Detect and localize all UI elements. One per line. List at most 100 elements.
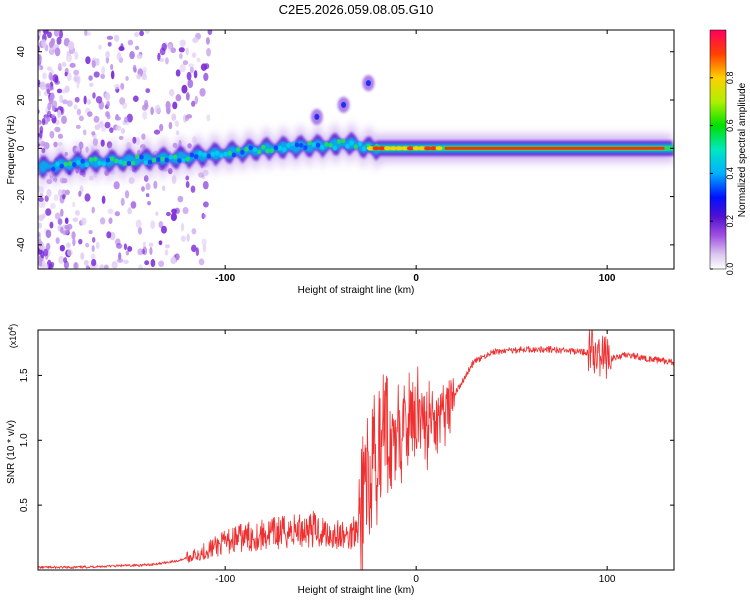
spectrogram-feature bbox=[314, 113, 320, 120]
spectrogram-x-tick-label: -100 bbox=[215, 273, 235, 284]
spectrogram-ridge-knot bbox=[362, 146, 367, 152]
spectrogram-noise-blob bbox=[189, 66, 194, 74]
spectrogram-noise-blob bbox=[83, 259, 89, 266]
spectrogram-noise-blob bbox=[74, 96, 80, 103]
spectrogram-noise-blob bbox=[90, 253, 96, 260]
spectrogram-noise-blob bbox=[88, 75, 93, 81]
spectrogram-noise-blob bbox=[111, 261, 118, 269]
spectrogram-ridge-peak bbox=[444, 146, 665, 150]
spectrogram-ridge-peak-segment bbox=[401, 146, 409, 151]
spectrogram-noise-blob bbox=[181, 84, 188, 94]
spectrogram-noise-blob bbox=[51, 105, 56, 112]
spectrogram-noise-blob bbox=[179, 39, 186, 47]
spectrogram-noise-blob bbox=[80, 252, 85, 260]
spectrogram-ridge-knot bbox=[143, 160, 148, 166]
spectrogram-noise-blob bbox=[161, 185, 166, 191]
spectrogram-noise-blob bbox=[116, 51, 122, 61]
spectrogram-ridge-knot bbox=[177, 158, 182, 163]
spectrogram-noise-blob bbox=[137, 226, 143, 235]
spectrogram-ridge-peak-segment bbox=[406, 146, 414, 151]
spectrogram-noise-blob bbox=[82, 129, 87, 136]
spectrogram-noise-blob bbox=[141, 104, 147, 111]
spectrogram-ridge-knot bbox=[294, 142, 300, 148]
snr-y-tick-label: 1.5 bbox=[19, 368, 30, 382]
spectrogram-noise-blob bbox=[91, 60, 96, 69]
spectrogram-noise-blob bbox=[144, 30, 150, 34]
spectrogram-ridge-knot bbox=[332, 145, 337, 151]
spectrogram-noise-blob bbox=[136, 53, 143, 60]
spectrogram-noise-blob bbox=[178, 47, 185, 53]
spectrogram-ridge-knot bbox=[223, 151, 228, 157]
spectrogram-noise-blob bbox=[141, 186, 145, 192]
spectrogram-noise-blob bbox=[179, 53, 183, 60]
spectrogram-noise-blob bbox=[170, 256, 177, 265]
spectrogram-ridge-knot bbox=[189, 152, 195, 158]
spectrogram-panel: 40 20 0 -20 -40 -100 0 100 Height of straight … bbox=[6, 29, 675, 296]
spectrogram-noise-blob bbox=[106, 231, 112, 239]
spectrogram-noise-blob bbox=[106, 100, 111, 108]
spectrogram-noise-blob bbox=[201, 238, 207, 246]
spectrogram-noise-blob bbox=[78, 115, 84, 122]
spectrogram-noise-blob bbox=[105, 111, 110, 118]
spectrogram-ridge-peak-segment bbox=[429, 146, 437, 151]
spectrogram-noise-blob bbox=[134, 32, 140, 38]
spectrogram-ridge-peak-segment bbox=[412, 146, 420, 151]
spectrogram-noise-blob bbox=[139, 30, 144, 37]
spectrogram-noise-blob bbox=[203, 72, 209, 82]
spectrogram-noise-blob bbox=[118, 135, 124, 140]
spectrogram-noise-blob bbox=[100, 139, 105, 147]
spectrogram-noise-blob bbox=[175, 254, 180, 261]
spectrogram-noise-blob bbox=[199, 87, 206, 97]
spectrogram-noise-blob bbox=[92, 92, 96, 99]
spectrogram-noise-blob bbox=[54, 212, 61, 220]
spectrogram-noise-blob bbox=[45, 229, 52, 239]
spectrogram-noise-blob bbox=[85, 242, 90, 248]
spectrogram-noise-blob bbox=[202, 201, 209, 208]
spectrogram-noise-blob bbox=[135, 136, 141, 146]
spectrogram-noise-blob bbox=[168, 121, 173, 130]
spectrogram-noise-blob bbox=[114, 211, 121, 217]
spectrogram-noise-blob bbox=[187, 143, 192, 149]
spectrogram-noise-blob bbox=[182, 60, 189, 66]
spectrogram-noise-blob bbox=[153, 129, 161, 135]
spectrogram-noise-blob bbox=[93, 71, 100, 78]
spectrogram-noise-blob bbox=[54, 47, 61, 57]
snr-y-label: SNR (10 * v/v) bbox=[6, 420, 17, 484]
spectrogram-noise-blob bbox=[158, 221, 164, 229]
spectrogram-noise-blob bbox=[110, 70, 115, 80]
spectrogram-y-tick-label: 0 bbox=[16, 145, 27, 151]
spectrogram-noise-blob bbox=[99, 264, 105, 269]
spectrogram-noise-blob bbox=[165, 57, 169, 65]
spectrogram-noise-blob bbox=[47, 102, 52, 111]
spectrogram-noise-blob bbox=[41, 118, 46, 126]
spectrogram-ridge-knot bbox=[97, 160, 102, 166]
spectrogram-ridge-peak-segment bbox=[384, 146, 392, 151]
spectrogram-ridge-knot bbox=[59, 163, 64, 169]
spectrogram-noise-blob bbox=[141, 133, 146, 140]
spectrogram-noise-blob bbox=[149, 246, 153, 256]
spectrogram-ridge-knot bbox=[76, 160, 81, 166]
spectrogram-ridge-knot bbox=[114, 158, 119, 164]
snr-frame bbox=[37, 329, 675, 571]
spectrogram-noise-blob bbox=[62, 99, 68, 105]
spectrogram-noise-blob bbox=[53, 194, 59, 202]
spectrogram-noise-blob bbox=[101, 195, 106, 204]
spectrogram-ridge-knot bbox=[298, 142, 304, 148]
spectrogram-noise-blob bbox=[194, 95, 199, 105]
spectrogram-noise-blob bbox=[186, 233, 190, 242]
spectrogram-noise-blob bbox=[125, 250, 130, 256]
spectrogram-ridge-knot bbox=[109, 156, 115, 162]
spectrogram-noise-blob bbox=[184, 115, 190, 122]
spectrogram-noise-blob bbox=[185, 47, 189, 56]
snr-y-tick-label: 1.0 bbox=[19, 433, 30, 447]
spectrogram-noise-blob bbox=[204, 63, 210, 70]
spectrogram-noise-blob bbox=[59, 94, 63, 103]
spectrogram-ridge-knot bbox=[227, 150, 232, 156]
spectrogram-ridge-knot bbox=[282, 147, 287, 153]
spectrogram-ridge-knot bbox=[55, 161, 60, 167]
spectrogram-noise-blob bbox=[132, 64, 137, 72]
spectrogram-noise-blob bbox=[109, 127, 114, 133]
spectrogram-noise-blob bbox=[122, 102, 128, 110]
spectrogram-y-tick-label: 20 bbox=[16, 94, 27, 106]
